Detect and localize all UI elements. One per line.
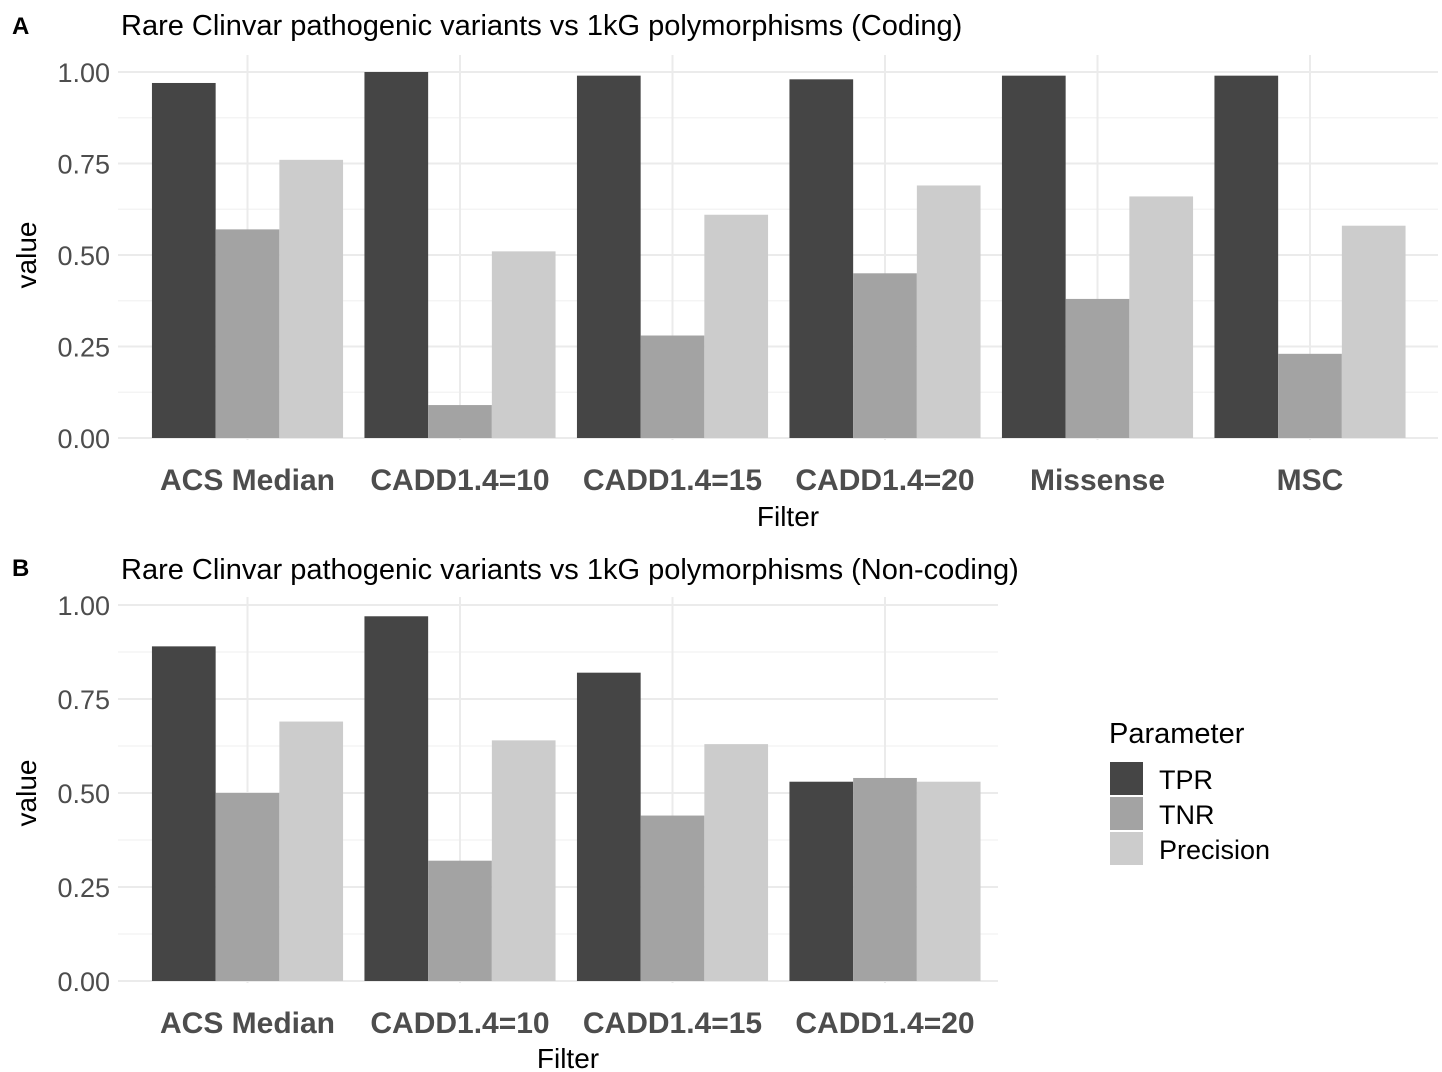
bar-tnr	[428, 860, 492, 981]
bar-precision	[916, 185, 981, 438]
legend-label: TPR	[1159, 765, 1213, 795]
x-tick-label: CADD1.4=15	[583, 464, 762, 497]
bar-precision	[1129, 196, 1194, 438]
bar-tpr	[576, 75, 641, 438]
bar-precision	[279, 721, 344, 981]
bar-tnr	[1278, 353, 1342, 438]
chart-title: Rare Clinvar pathogenic variants vs 1kG …	[121, 554, 1019, 586]
legend-label: Precision	[1159, 835, 1270, 865]
x-tick-label: ACS Median	[160, 464, 335, 497]
bar-precision	[491, 251, 556, 438]
panel-a-chart: 0.00 0.25 0.50 0.75 1.00 ACS Median CADD1.4=10…	[11, 10, 1438, 532]
bar-tnr	[640, 815, 705, 981]
x-tick-label: Missense	[1030, 464, 1165, 497]
y-tick-label: 0.00	[57, 967, 110, 997]
legend-swatch	[1110, 762, 1143, 795]
y-tick-label: 0.00	[57, 424, 110, 454]
x-tick-label: ACS Median	[160, 1007, 335, 1040]
x-axis-title: Filter	[537, 1043, 599, 1072]
x-tick-label: CADD1.4=20	[795, 464, 974, 497]
bar-tpr	[151, 82, 216, 438]
bar-precision	[491, 740, 556, 981]
bar-tpr	[789, 79, 854, 438]
bar-tpr	[789, 781, 854, 981]
y-axis-title: value	[11, 760, 42, 827]
y-tick-label: 0.75	[57, 685, 110, 715]
bar-tnr	[853, 777, 917, 981]
bar-tnr	[428, 405, 492, 438]
bar-tnr	[640, 335, 705, 438]
bar-tpr	[151, 646, 216, 981]
legend-swatch	[1110, 797, 1143, 830]
bar-tpr	[576, 672, 641, 981]
y-tick-label: 0.50	[57, 779, 110, 809]
bar-precision	[704, 744, 769, 981]
y-axis-title: value	[11, 222, 42, 289]
x-tick-label: CADD1.4=10	[370, 464, 549, 497]
x-axis-title: Filter	[757, 501, 819, 532]
legend-label: TNR	[1159, 800, 1215, 830]
bar-precision	[1341, 225, 1406, 438]
panel-letter: A	[12, 13, 29, 40]
bar-tpr	[1214, 75, 1279, 438]
panel-b-chart: 0.00 0.25 0.50 0.75 1.00 ACS Median CADD1.4=10…	[11, 554, 1019, 1072]
y-tick-label: 0.75	[57, 150, 110, 180]
x-tick-label: CADD1.4=20	[795, 1007, 974, 1040]
x-tick-label: CADD1.4=10	[370, 1007, 549, 1040]
x-tick-label: MSC	[1277, 464, 1344, 497]
chart-title: Rare Clinvar pathogenic variants vs 1kG …	[121, 10, 962, 42]
bar-precision	[704, 214, 769, 438]
bar-precision	[916, 781, 981, 981]
y-tick-label: 0.25	[57, 333, 110, 363]
bar-precision	[279, 159, 344, 438]
x-tick-label: CADD1.4=15	[583, 1007, 762, 1040]
y-tick-label: 1.00	[57, 58, 110, 88]
y-tick-label: 1.00	[57, 591, 110, 621]
legend-title: Parameter	[1109, 718, 1245, 750]
panel-letter: B	[12, 555, 29, 582]
bar-tpr	[364, 616, 429, 981]
bar-tpr	[364, 72, 429, 438]
bar-tpr	[1001, 75, 1066, 438]
y-tick-label: 0.25	[57, 873, 110, 903]
legend: Parameter TPR TNR Precision	[1109, 718, 1270, 865]
bar-tnr	[853, 273, 917, 438]
bar-tnr	[1065, 298, 1130, 438]
bar-tnr	[215, 793, 280, 981]
y-tick-label: 0.50	[57, 241, 110, 271]
bar-tnr	[215, 229, 280, 438]
legend-swatch	[1110, 832, 1143, 865]
